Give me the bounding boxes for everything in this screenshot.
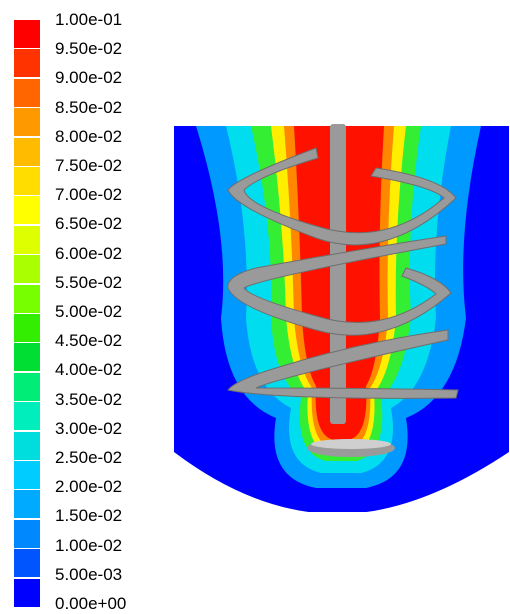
colorbar-tick-label: 8.50e-02 (55, 97, 123, 117)
colorbar-tick-label: 9.50e-02 (55, 39, 123, 59)
colorbar-swatch (14, 431, 40, 460)
colorbar-swatch (14, 137, 40, 166)
colorbar-tick-label: 6.50e-02 (55, 214, 123, 234)
colorbar-swatch (14, 284, 40, 313)
helical-ribbon-upper (227, 147, 457, 246)
colorbar-tick-label: 6.00e-02 (55, 243, 123, 263)
colorbar-tick-label: 7.50e-02 (55, 156, 123, 175)
colorbar-tick-label: 0.00e+00 (55, 594, 127, 613)
colorbar-swatch (14, 314, 40, 342)
colorbar-swatch (14, 255, 40, 284)
colorbar-tick-label: 5.50e-02 (55, 272, 123, 292)
colorbar-swatch (14, 461, 40, 489)
colorbar-tick-label: 4.50e-02 (55, 331, 123, 351)
colorbar-tick-label: 1.00e-02 (55, 535, 123, 555)
contour-plot (174, 124, 509, 512)
colorbar-tick-label: 1.50e-02 (55, 506, 123, 526)
colorbar-swatch (14, 372, 40, 401)
helical-ribbon-middle (227, 235, 452, 336)
colorbar-swatch (14, 402, 40, 431)
colorbar-tick-label: 5.00e-02 (55, 302, 123, 321)
colorbar-tick-label: 8.00e-02 (55, 126, 123, 146)
helical-impeller (227, 124, 459, 457)
colorbar-swatch (14, 167, 40, 195)
colorbar-tick-label: 1.00e-01 (55, 10, 123, 29)
colorbar-swatch (14, 519, 40, 548)
bottom-disk-highlight (311, 439, 391, 449)
colorbar-swatch (14, 196, 40, 225)
colorbar-tick-label: 9.00e-02 (55, 68, 123, 88)
colorbar-swatch (14, 490, 40, 519)
impeller-shaft (330, 124, 346, 424)
colorbar-swatch (14, 108, 40, 137)
helical-ribbon-lower (227, 329, 459, 399)
colorbar-swatch (14, 20, 40, 48)
colorbar-tick-label: 3.50e-02 (55, 389, 123, 409)
colorbar-tick-label: 3.00e-02 (55, 418, 123, 438)
colorbar-tick-label: 2.50e-02 (55, 448, 123, 467)
colorbar-tick-label: 5.00e-03 (55, 564, 123, 584)
colorbar-swatch (14, 49, 40, 78)
colorbar (14, 20, 40, 608)
colorbar-swatch (14, 225, 40, 254)
colorbar-swatch (14, 78, 40, 107)
colorbar-tick-label: 4.00e-02 (55, 360, 123, 380)
colorbar-tick-label: 7.00e-02 (55, 185, 123, 205)
colorbar-swatch (14, 343, 40, 372)
colorbar-swatch (14, 578, 40, 607)
colorbar-tick-label: 2.00e-02 (55, 477, 123, 497)
colorbar-swatch (14, 549, 40, 578)
